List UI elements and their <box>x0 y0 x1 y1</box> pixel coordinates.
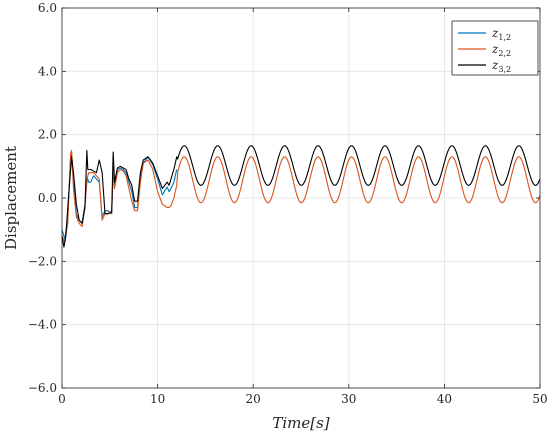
y-tick-label: −2.0 <box>28 254 57 268</box>
y-tick-label: −6.0 <box>28 381 57 395</box>
y-tick-label: 4.0 <box>38 64 57 78</box>
x-tick-label: 20 <box>246 392 261 406</box>
legend-entry-label: z1,2 <box>491 26 511 42</box>
series-line-3 <box>61 145 541 248</box>
y-axis-ticks: −6.0 −4.0 −2.0 0.0 2.0 4.0 6.0 <box>28 1 540 395</box>
legend-entry-label: z2,2 <box>491 42 511 58</box>
x-tick-label: 10 <box>150 392 165 406</box>
y-tick-label: 6.0 <box>38 1 57 15</box>
legend: z1,2z2,2z3,2 <box>451 20 539 76</box>
y-axis-label: Displacement <box>2 146 20 250</box>
x-axis-ticks: 0 10 20 30 40 50 <box>58 8 548 406</box>
x-tick-label: 0 <box>58 392 66 406</box>
y-tick-label: 0.0 <box>38 191 57 205</box>
y-tick-label: −4.0 <box>28 318 57 332</box>
legend-box <box>451 20 539 76</box>
x-axis-label: Time[s] <box>272 414 329 432</box>
legend-entry-label: z3,2 <box>491 58 511 74</box>
series-layer <box>61 145 541 248</box>
x-tick-label: 40 <box>437 392 452 406</box>
y-tick-label: 2.0 <box>38 128 57 142</box>
x-tick-label: 50 <box>532 392 547 406</box>
series-line-2 <box>61 149 541 243</box>
grid-lines <box>61 7 541 389</box>
x-tick-label: 30 <box>341 392 356 406</box>
